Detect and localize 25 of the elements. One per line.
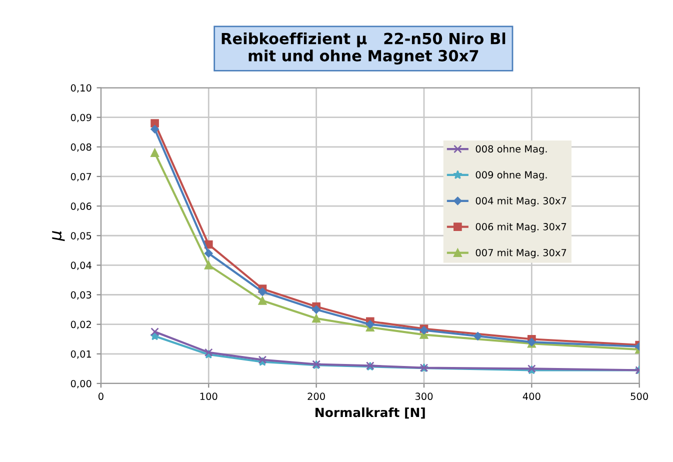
x-axis-title: Normalkraft [N] xyxy=(316,407,425,419)
y-tick-label: 0,10 xyxy=(70,84,92,93)
y-tick-label: 0,09 xyxy=(70,114,92,122)
y-tick-label: 0,06 xyxy=(70,202,92,211)
x-tick-label: 500 xyxy=(630,392,648,400)
x-tick-label: 100 xyxy=(200,392,218,400)
y-tick-label: 0,07 xyxy=(70,172,92,182)
y-tick-label: 0,00 xyxy=(70,380,92,388)
legend-label: 006 mit Mag. 30x7 xyxy=(476,222,566,232)
y-tick-label: 0,03 xyxy=(70,291,92,300)
x-tick-label: 400 xyxy=(522,392,540,400)
legend-label: 009 ohne Mag. xyxy=(476,170,547,180)
y-tick-label: 0,05 xyxy=(70,232,92,240)
legend-label: 008 ohne Mag. xyxy=(476,145,547,154)
y-axis-title: μ xyxy=(52,231,65,242)
y-tick-label: 0,02 xyxy=(70,320,91,330)
y-tick-label: 0,08 xyxy=(70,143,92,152)
y-tick-label: 0,04 xyxy=(70,262,92,270)
y-tick-label: 0,01 xyxy=(70,350,92,359)
legend-label: 007 mit Mag. 30x7 xyxy=(476,248,566,258)
legend-label: 004 mit Mag. 30x7 xyxy=(476,196,566,206)
x-tick-label: 300 xyxy=(415,392,433,400)
chart-title: Reibkoeffizient μ 22-n50 Niro Bl mit und ohne Magnet 30x7 xyxy=(222,32,506,65)
x-tick-label: 0 xyxy=(98,392,104,400)
x-tick-label: 200 xyxy=(308,392,325,400)
